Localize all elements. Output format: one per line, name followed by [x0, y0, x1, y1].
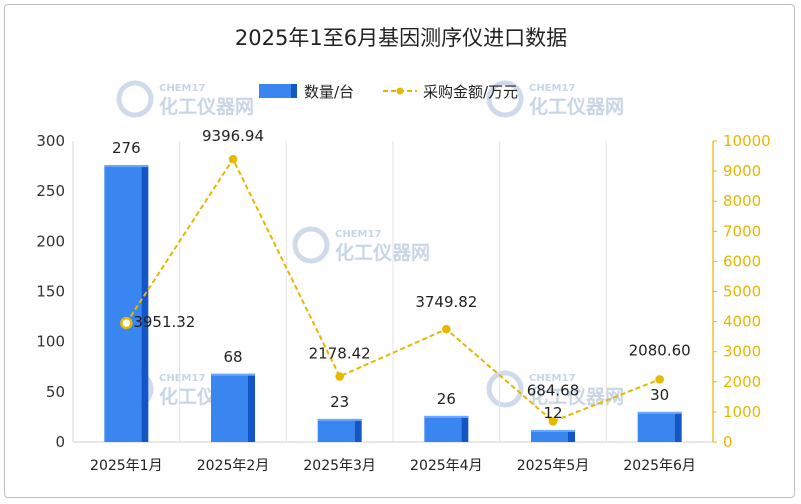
watermark-brand: CHEM17	[529, 373, 575, 384]
bar	[424, 415, 469, 442]
y-left-tick-label: 0	[55, 433, 65, 451]
bar-side	[248, 373, 255, 442]
bar-side	[141, 165, 149, 442]
bar-data-label: 23	[330, 393, 349, 411]
bar	[637, 411, 682, 442]
watermark-brand: CHEM17	[335, 229, 381, 240]
legend-line-marker	[396, 87, 404, 95]
x-tick-label: 2025年5月	[517, 458, 590, 474]
watermark-logo-icon	[116, 80, 154, 118]
bar-top	[104, 165, 149, 168]
y-left-tick-label: 50	[46, 383, 65, 401]
bar-front	[317, 418, 355, 442]
legend-item-bar: 数量/台	[259, 83, 354, 101]
bar-top	[317, 418, 362, 421]
data-labels: 276 68 23 26 12 30 3951.32 9396.94 2178.42 3749.8…	[112, 127, 691, 422]
line-data-label: 3951.32	[133, 313, 195, 331]
y-right-tick-label: 0	[723, 433, 733, 451]
y-right-tick-label: 7000	[723, 222, 761, 240]
bar-side	[674, 411, 682, 442]
y-right-tick-label: 2000	[723, 373, 761, 391]
line-path	[125, 157, 661, 423]
bar	[104, 165, 149, 442]
legend-bar-label: 数量/台	[304, 83, 354, 101]
line-series	[120, 154, 664, 426]
x-tick-label: 2025年1月	[90, 458, 163, 474]
watermark-name: 化工仪器网	[335, 241, 430, 264]
legend-bar-swatch	[259, 84, 297, 98]
watermark-logo-icon	[292, 226, 330, 264]
line-data-label: 9396.94	[202, 127, 264, 145]
x-tick-label: 2025年6月	[623, 458, 696, 474]
bar-top	[424, 415, 469, 418]
line-point	[442, 324, 451, 334]
x-tick-label: 2025年2月	[197, 458, 270, 474]
bar-front	[637, 411, 675, 442]
y-left-tick-label: 300	[36, 132, 65, 150]
bar-side	[568, 429, 575, 442]
chart-svg: CHEM17化工仪器网CHEM17化工仪器网CHEM17化工仪器网CHEM17化…	[36, 26, 770, 474]
bar	[317, 418, 362, 442]
y-right-tick-label: 6000	[723, 252, 761, 270]
legend-item-line: 采购金额/万元	[383, 83, 518, 101]
x-tick-label: 2025年4月	[410, 458, 483, 474]
watermark-layer: CHEM17化工仪器网CHEM17化工仪器网CHEM17化工仪器网CHEM17化…	[116, 80, 624, 408]
watermark-brand: CHEM17	[159, 373, 205, 384]
y-right-tick-label: 9000	[723, 162, 761, 180]
bar-data-label: 276	[112, 139, 141, 157]
bar-data-label: 68	[223, 348, 242, 366]
bar	[531, 429, 575, 442]
bar-top	[531, 429, 575, 432]
y-right-tick-label: 5000	[723, 283, 761, 301]
line-data-label: 2178.42	[309, 344, 371, 362]
bar	[211, 373, 255, 442]
watermark-name: 化工仪器网	[159, 95, 254, 118]
bar-data-label: 26	[437, 390, 456, 408]
x-tick-label: 2025年3月	[303, 458, 376, 474]
line-point	[228, 154, 238, 164]
line-data-label: 2080.60	[629, 341, 691, 359]
bar-side	[354, 418, 362, 442]
bar-data-label: 12	[543, 404, 562, 422]
bar-series	[104, 165, 682, 442]
watermark-logo-icon	[486, 370, 524, 408]
line-point	[335, 372, 344, 381]
bar-top	[637, 411, 682, 414]
y-left-tick-label: 100	[36, 333, 65, 351]
chart-title: 2025年1至6月基因测序仪进口数据	[235, 26, 567, 50]
chart-card: CHEM17 化工仪器网 CHEM17 化工仪器网 CHEM17 化工仪器网 CHEM17 化…	[4, 4, 795, 498]
gridlines	[179, 141, 607, 442]
y-right-tick-label: 8000	[723, 192, 761, 210]
y-right-tick-label: 3000	[723, 343, 761, 361]
axes: 0501001502002503000100020003000400050006…	[36, 132, 770, 474]
legend-line-label: 采购金额/万元	[423, 83, 518, 101]
bar-front	[104, 165, 142, 442]
line-data-label: 684.68	[527, 381, 580, 399]
y-right-tick-label: 10000	[723, 132, 771, 150]
watermark-brand: CHEM17	[529, 83, 575, 94]
bar-top	[211, 373, 255, 376]
bar-side	[461, 415, 469, 442]
y-right-tick-label: 1000	[723, 403, 761, 421]
line-point	[548, 417, 558, 426]
y-left-tick-label: 250	[36, 182, 65, 200]
line-point	[120, 316, 133, 330]
line-point	[655, 375, 664, 384]
watermark-logo-icon	[486, 80, 524, 118]
bar-data-label: 30	[650, 386, 669, 404]
bar-front	[531, 429, 568, 442]
bar-front	[424, 415, 462, 442]
watermark-name: 化工仪器网	[529, 95, 624, 118]
y-right-tick-label: 4000	[723, 313, 761, 331]
y-left-tick-label: 200	[36, 232, 65, 250]
legend: 数量/台 采购金额/万元	[259, 83, 518, 101]
bar-front	[211, 373, 248, 442]
legend-bar-swatch-side	[291, 84, 297, 98]
line-data-label: 3749.82	[415, 293, 477, 311]
y-left-tick-label: 150	[36, 283, 65, 301]
watermark-brand: CHEM17	[159, 83, 205, 94]
